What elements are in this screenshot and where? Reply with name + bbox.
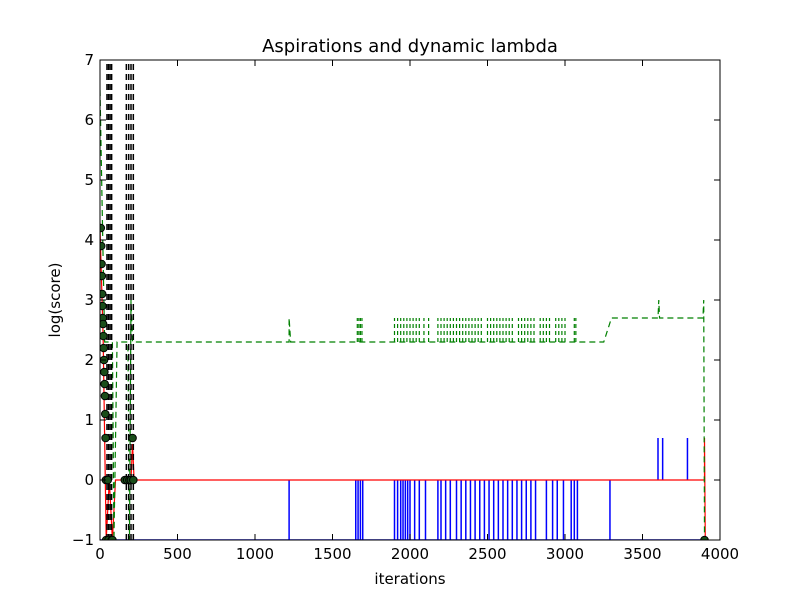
black-marker-point: [100, 343, 109, 353]
black-marker-point: [100, 241, 106, 251]
black-marker-point: [100, 331, 108, 341]
black-marker-point: [108, 535, 117, 540]
black-marker-point: [100, 259, 106, 269]
plot-area: [100, 60, 709, 540]
y-tick-label: 3: [84, 291, 94, 309]
y-tick-label: 2: [84, 351, 94, 369]
black-marker-point: [129, 475, 138, 485]
chart-title: Aspirations and dynamic lambda: [262, 36, 558, 57]
x-tick-label: 2500: [468, 545, 506, 563]
axis-ticks: 0 500 1000 1500 2000 2500 3000 3500 4000−1012345…: [72, 51, 739, 563]
black-marker-point: [101, 433, 110, 443]
x-tick-label: 2000: [391, 545, 429, 563]
black-marker-point: [100, 289, 107, 299]
black-marker-point: [100, 367, 109, 377]
y-tick-label: 0: [84, 471, 94, 489]
x-tick-label: 500: [163, 545, 192, 563]
x-tick-label: 3000: [546, 545, 584, 563]
black-marker-point: [700, 535, 709, 540]
y-tick-label: −1: [72, 531, 94, 549]
black-marker-point: [100, 319, 108, 329]
black-marker-point: [100, 223, 106, 233]
plot-frame: [99, 59, 721, 541]
black-marker-point: [100, 391, 110, 401]
y-tick-label: 7: [84, 51, 94, 69]
y-tick-label: 5: [84, 171, 94, 189]
x-tick-label: 1000: [236, 545, 274, 563]
green-dashed-line: [100, 89, 706, 540]
x-tick-label: 3500: [623, 545, 661, 563]
y-tick-label: 1: [84, 411, 94, 429]
black-marker-point: [100, 271, 107, 281]
black-marker-point: [100, 379, 109, 389]
x-axis-label: iterations: [374, 570, 445, 588]
x-tick-label: 4000: [701, 545, 739, 563]
y-tick-label: 4: [84, 231, 94, 249]
y-axis-label: log(score): [46, 263, 64, 338]
x-tick-label: 1500: [313, 545, 351, 563]
x-tick-label: 0: [95, 545, 105, 563]
y-tick-label: 6: [84, 111, 94, 129]
black-marker-point: [100, 409, 110, 419]
black-marker-point: [128, 433, 137, 443]
black-marker-point: [100, 301, 107, 311]
